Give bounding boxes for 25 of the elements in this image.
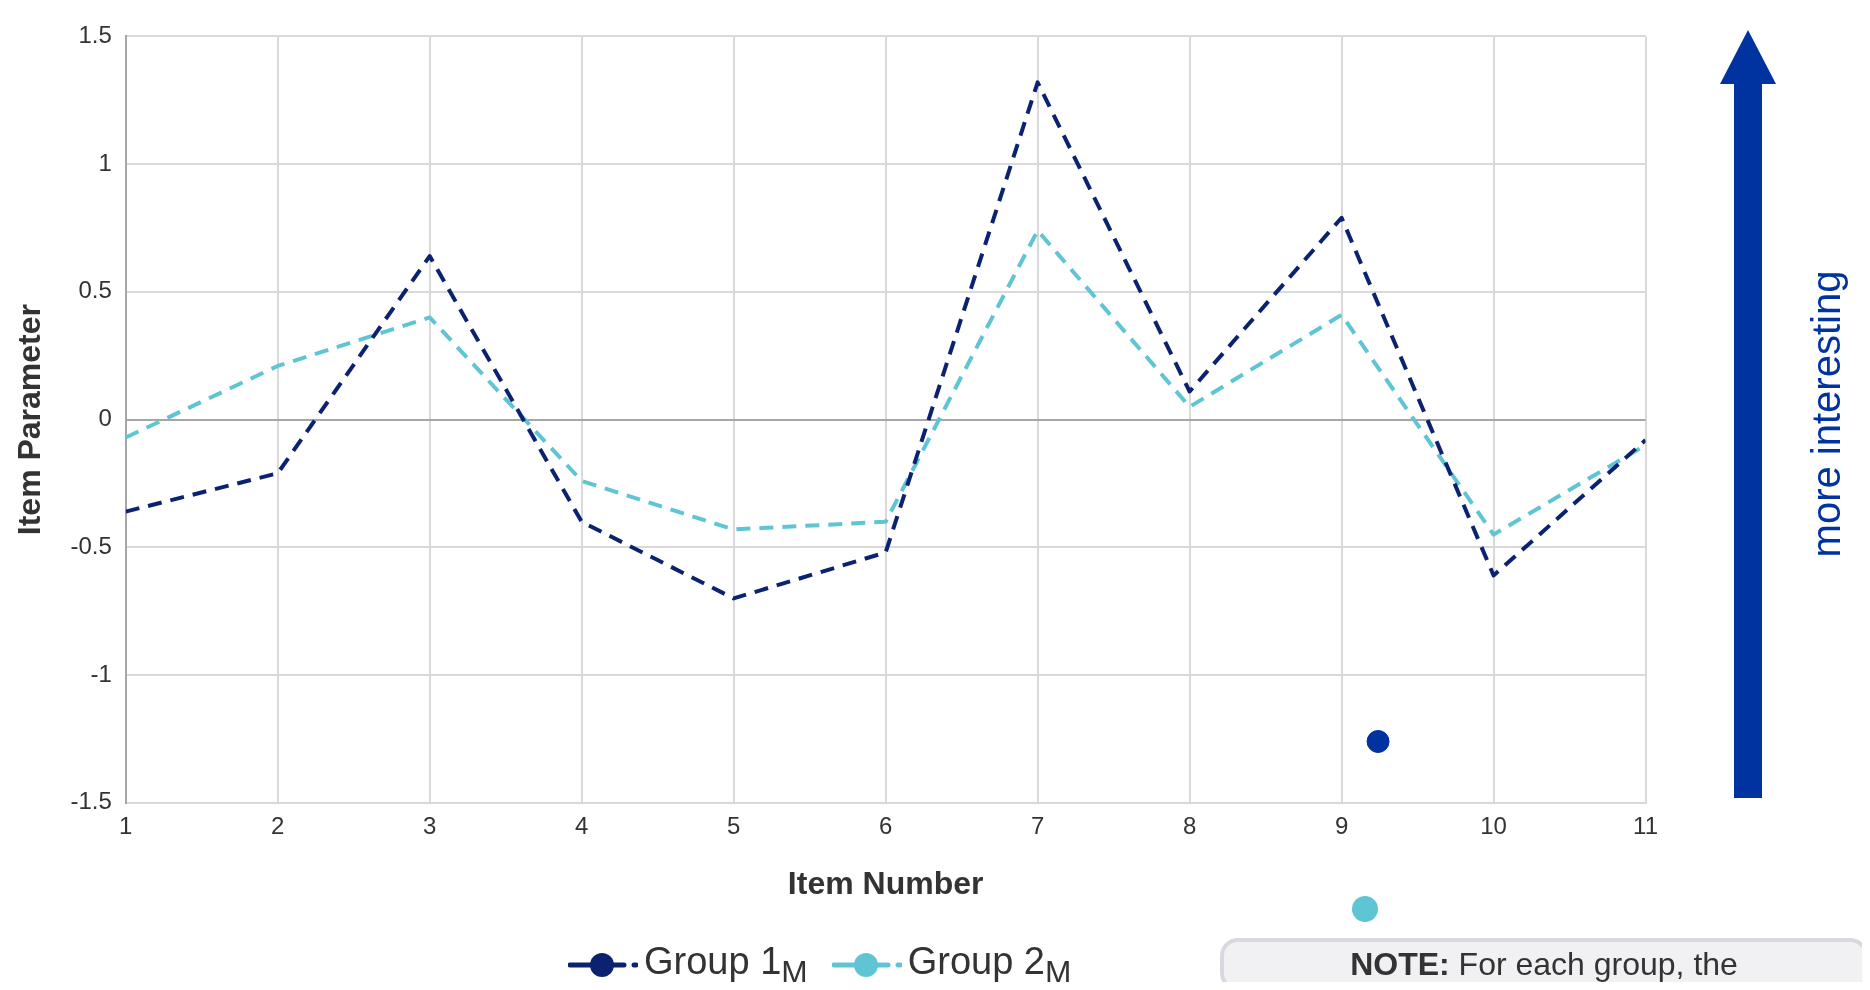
x-tick-label: 7 — [1030, 811, 1045, 839]
x-tick-label: 4 — [575, 811, 589, 839]
y-tick-label: -1 — [90, 659, 112, 687]
y-tick-label: 0 — [98, 404, 112, 432]
x-tick-label: 11 — [1633, 811, 1658, 839]
x-tick-label: 3 — [423, 811, 437, 839]
y-tick-label: 1 — [98, 148, 112, 176]
y-tick-label: 0.5 — [78, 276, 112, 304]
legend-label: Group 1$_{M}$ — [644, 940, 808, 984]
line-series — [125, 80, 1646, 601]
y-tick-label: -1.5 — [70, 787, 112, 815]
x-tick-label: 8 — [1182, 811, 1197, 839]
x-tick-label: 6 — [878, 811, 893, 839]
x-tick-label: 5 — [726, 811, 741, 839]
legend-label: Group 2$_{M}$ — [907, 940, 1072, 984]
x-axis-title: Item Number — [787, 864, 984, 901]
y-tick-label: 1.5 — [78, 21, 112, 49]
x-tick-label: 2 — [271, 811, 285, 839]
text: NOTE: For each group, the — [1349, 945, 1739, 984]
x-tick-label: 9 — [1334, 811, 1349, 839]
text: more interesting — [1803, 270, 1849, 558]
x-tick-label: 10 — [1480, 811, 1507, 839]
y-tick-label: -0.5 — [70, 531, 112, 559]
y-axis-title: Item Parameter — [11, 303, 48, 536]
x-tick-label: 1 — [119, 811, 133, 839]
